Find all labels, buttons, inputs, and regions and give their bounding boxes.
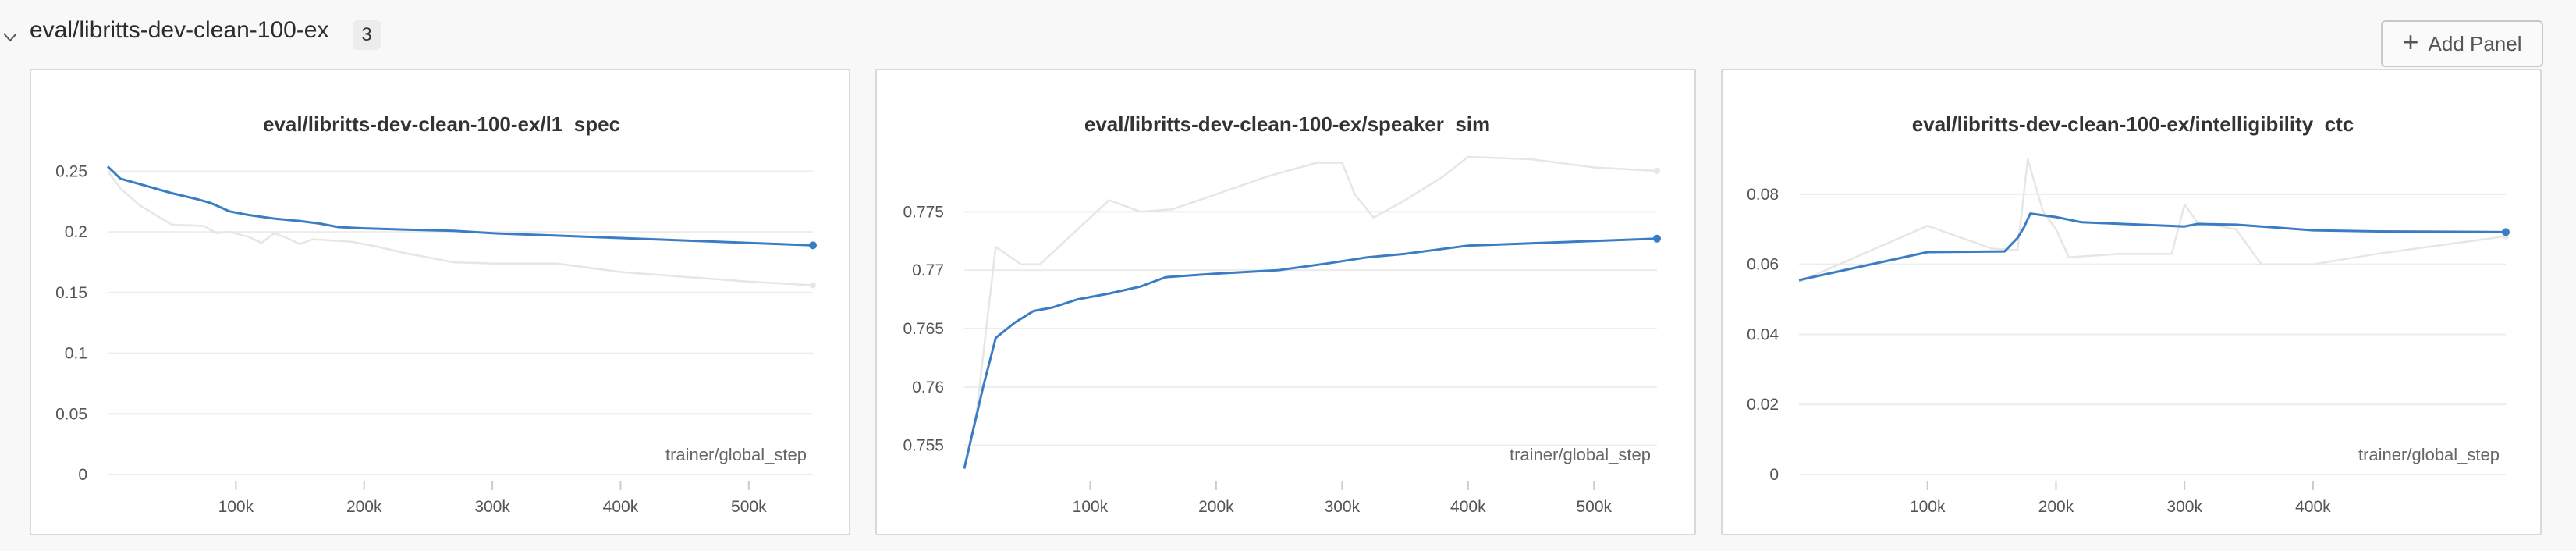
chart-title: eval/libritts-dev-clean-100-ex/intelligi… [1912, 112, 2354, 136]
section-header: eval/libritts-dev-clean-100-ex 3 + Add P… [0, 12, 2576, 67]
raw-series-end-point [1654, 167, 1660, 174]
x-tick-label: 500k [731, 498, 767, 516]
plus-icon: + [2402, 26, 2419, 58]
y-tick-label: 0.2 [65, 223, 87, 241]
series-line [1798, 212, 2507, 282]
y-tick-label: 0.76 [912, 379, 944, 396]
section-title[interactable]: eval/libritts-dev-clean-100-ex [30, 17, 329, 43]
chart-speaker-sim: eval/libritts-dev-clean-100-ex/speaker_s… [903, 112, 1661, 516]
raw-series-line [963, 155, 1658, 469]
y-tick-label: 0.02 [1747, 396, 1779, 414]
y-tick-label: 0 [1769, 466, 1779, 484]
x-tick-label: 200k [2038, 498, 2074, 516]
raw-series-line [107, 170, 814, 286]
y-tick-label: 0.05 [55, 405, 87, 423]
x-tick-label: 400k [2295, 498, 2331, 516]
y-tick-label: 0 [78, 466, 87, 484]
x-axis-label: trainer/global_step [1510, 445, 1651, 464]
x-tick-label: 100k [218, 498, 254, 516]
x-axis-label: trainer/global_step [2358, 445, 2500, 464]
series-end-point [2502, 228, 2510, 236]
x-tick-label: 100k [1910, 498, 1946, 516]
y-tick-label: 0.1 [65, 345, 87, 363]
x-tick-label: 500k [1576, 498, 1612, 516]
y-tick-label: 0.765 [903, 320, 944, 338]
x-tick-label: 200k [1198, 498, 1234, 516]
x-tick-label: 300k [2166, 498, 2202, 516]
chart-panel-l1-spec[interactable]: eval/libritts-dev-clean-100-ex/l1_spec 0 0… [30, 69, 850, 535]
y-tick-label: 0.15 [55, 284, 87, 302]
raw-series-end-point [810, 282, 816, 289]
x-tick-label: 300k [474, 498, 510, 516]
x-tick-label: 200k [346, 498, 382, 516]
y-tick-label: 0.77 [912, 261, 944, 279]
series-line [106, 165, 814, 247]
series-end-point [809, 241, 817, 250]
x-tick-label: 100k [1073, 498, 1109, 516]
y-tick-label: 0.775 [903, 203, 944, 221]
y-tick-label: 0.25 [55, 163, 87, 181]
x-tick-label: 400k [1450, 498, 1486, 516]
chart-l1-spec: eval/libritts-dev-clean-100-ex/l1_spec 0 0… [55, 112, 817, 516]
raw-series-line [1798, 158, 2507, 283]
x-tick-label: 300k [1325, 498, 1361, 516]
panel-count-badge: 3 [353, 20, 381, 50]
y-tick-label: 0.04 [1747, 325, 1779, 343]
y-tick-label: 0.06 [1747, 256, 1779, 274]
y-tick-label: 0.08 [1747, 186, 1779, 204]
series-end-point [1653, 234, 1661, 243]
add-panel-label: Add Panel [2428, 31, 2522, 55]
chart-panel-speaker-sim[interactable]: eval/libritts-dev-clean-100-ex/speaker_s… [875, 69, 1696, 535]
add-panel-button[interactable]: + Add Panel [2381, 20, 2543, 67]
chart-panel-intelligibility-ctc[interactable]: eval/libritts-dev-clean-100-ex/intelligi… [1721, 69, 2542, 535]
chart-intelligibility-ctc: eval/libritts-dev-clean-100-ex/intelligi… [1747, 112, 2510, 516]
chevron-down-icon[interactable] [3, 33, 17, 42]
y-tick-label: 0.755 [903, 437, 944, 455]
x-axis-label: trainer/global_step [665, 445, 807, 464]
series-line [963, 237, 1658, 469]
chart-title: eval/libritts-dev-clean-100-ex/speaker_s… [1084, 112, 1490, 136]
chart-title: eval/libritts-dev-clean-100-ex/l1_spec [263, 112, 620, 136]
x-tick-label: 400k [603, 498, 639, 516]
